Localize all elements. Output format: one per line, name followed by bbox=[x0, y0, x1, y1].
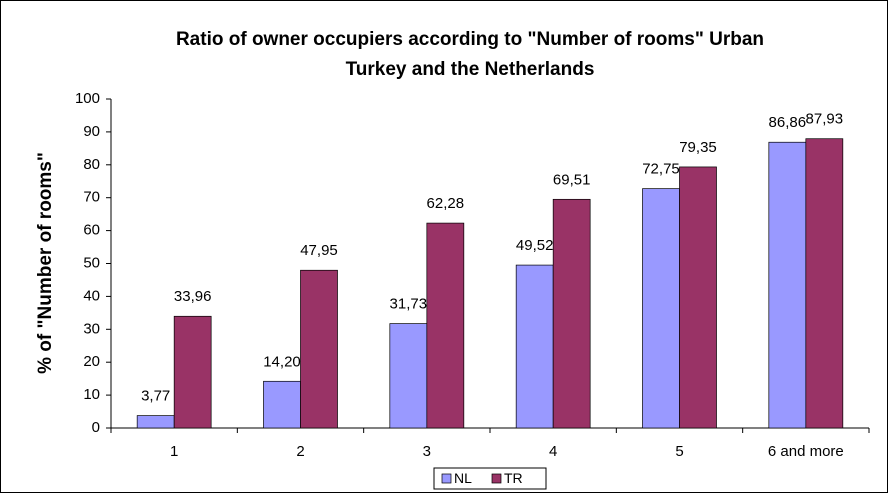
bar bbox=[642, 188, 680, 429]
y-tick-label: 90 bbox=[83, 123, 100, 140]
bar bbox=[679, 166, 717, 429]
bar bbox=[552, 198, 591, 429]
value-label: 69,51 bbox=[553, 171, 591, 188]
x-tick-label: 1 bbox=[170, 443, 178, 460]
y-tick-label: 40 bbox=[83, 287, 100, 304]
value-label: 31,73 bbox=[390, 296, 428, 313]
value-label: 49,52 bbox=[516, 237, 554, 254]
y-tick-label: 20 bbox=[83, 353, 100, 370]
legend-label: TR bbox=[504, 470, 523, 486]
value-label: 86,86 bbox=[769, 114, 807, 131]
y-tick-label: 70 bbox=[83, 189, 100, 206]
bar bbox=[389, 323, 428, 429]
legend-label: NL bbox=[454, 470, 472, 486]
value-label: 14,20 bbox=[263, 353, 301, 370]
x-tick-label: 5 bbox=[675, 443, 683, 460]
value-label: 79,35 bbox=[679, 139, 717, 156]
legend-swatch bbox=[441, 473, 452, 484]
y-tick-label: 50 bbox=[83, 254, 100, 271]
bar bbox=[173, 315, 212, 429]
legend-box bbox=[433, 467, 547, 490]
value-label: 3,77 bbox=[141, 388, 170, 405]
value-label: 62,28 bbox=[427, 195, 465, 212]
chart-title: Ratio of owner occupiers according to "N… bbox=[176, 29, 764, 50]
x-tick-label: 6 and more bbox=[768, 443, 844, 460]
value-label: 47,95 bbox=[300, 242, 338, 259]
value-label: 33,96 bbox=[174, 288, 212, 305]
bar bbox=[426, 222, 465, 429]
y-tick-label: 0 bbox=[92, 419, 100, 436]
y-tick-label: 100 bbox=[75, 90, 100, 107]
bar bbox=[768, 141, 807, 429]
bar bbox=[136, 415, 175, 429]
x-tick-label: 3 bbox=[423, 443, 431, 460]
chart-title: Turkey and the Netherlands bbox=[346, 59, 595, 80]
bar bbox=[300, 269, 338, 429]
x-tick-label: 2 bbox=[296, 443, 304, 460]
bar bbox=[515, 264, 554, 429]
x-tick-label: 4 bbox=[549, 443, 557, 460]
y-tick-label: 60 bbox=[83, 222, 100, 239]
bar bbox=[263, 380, 301, 429]
legend-swatch bbox=[491, 473, 502, 484]
y-tick-label: 30 bbox=[83, 320, 100, 337]
y-axis-label: % of "Number of rooms" bbox=[35, 152, 56, 374]
value-label: 72,75 bbox=[642, 161, 680, 178]
bar bbox=[805, 138, 844, 429]
y-tick-label: 10 bbox=[83, 386, 100, 403]
y-tick-label: 80 bbox=[83, 156, 100, 173]
value-label: 87,93 bbox=[806, 111, 844, 128]
